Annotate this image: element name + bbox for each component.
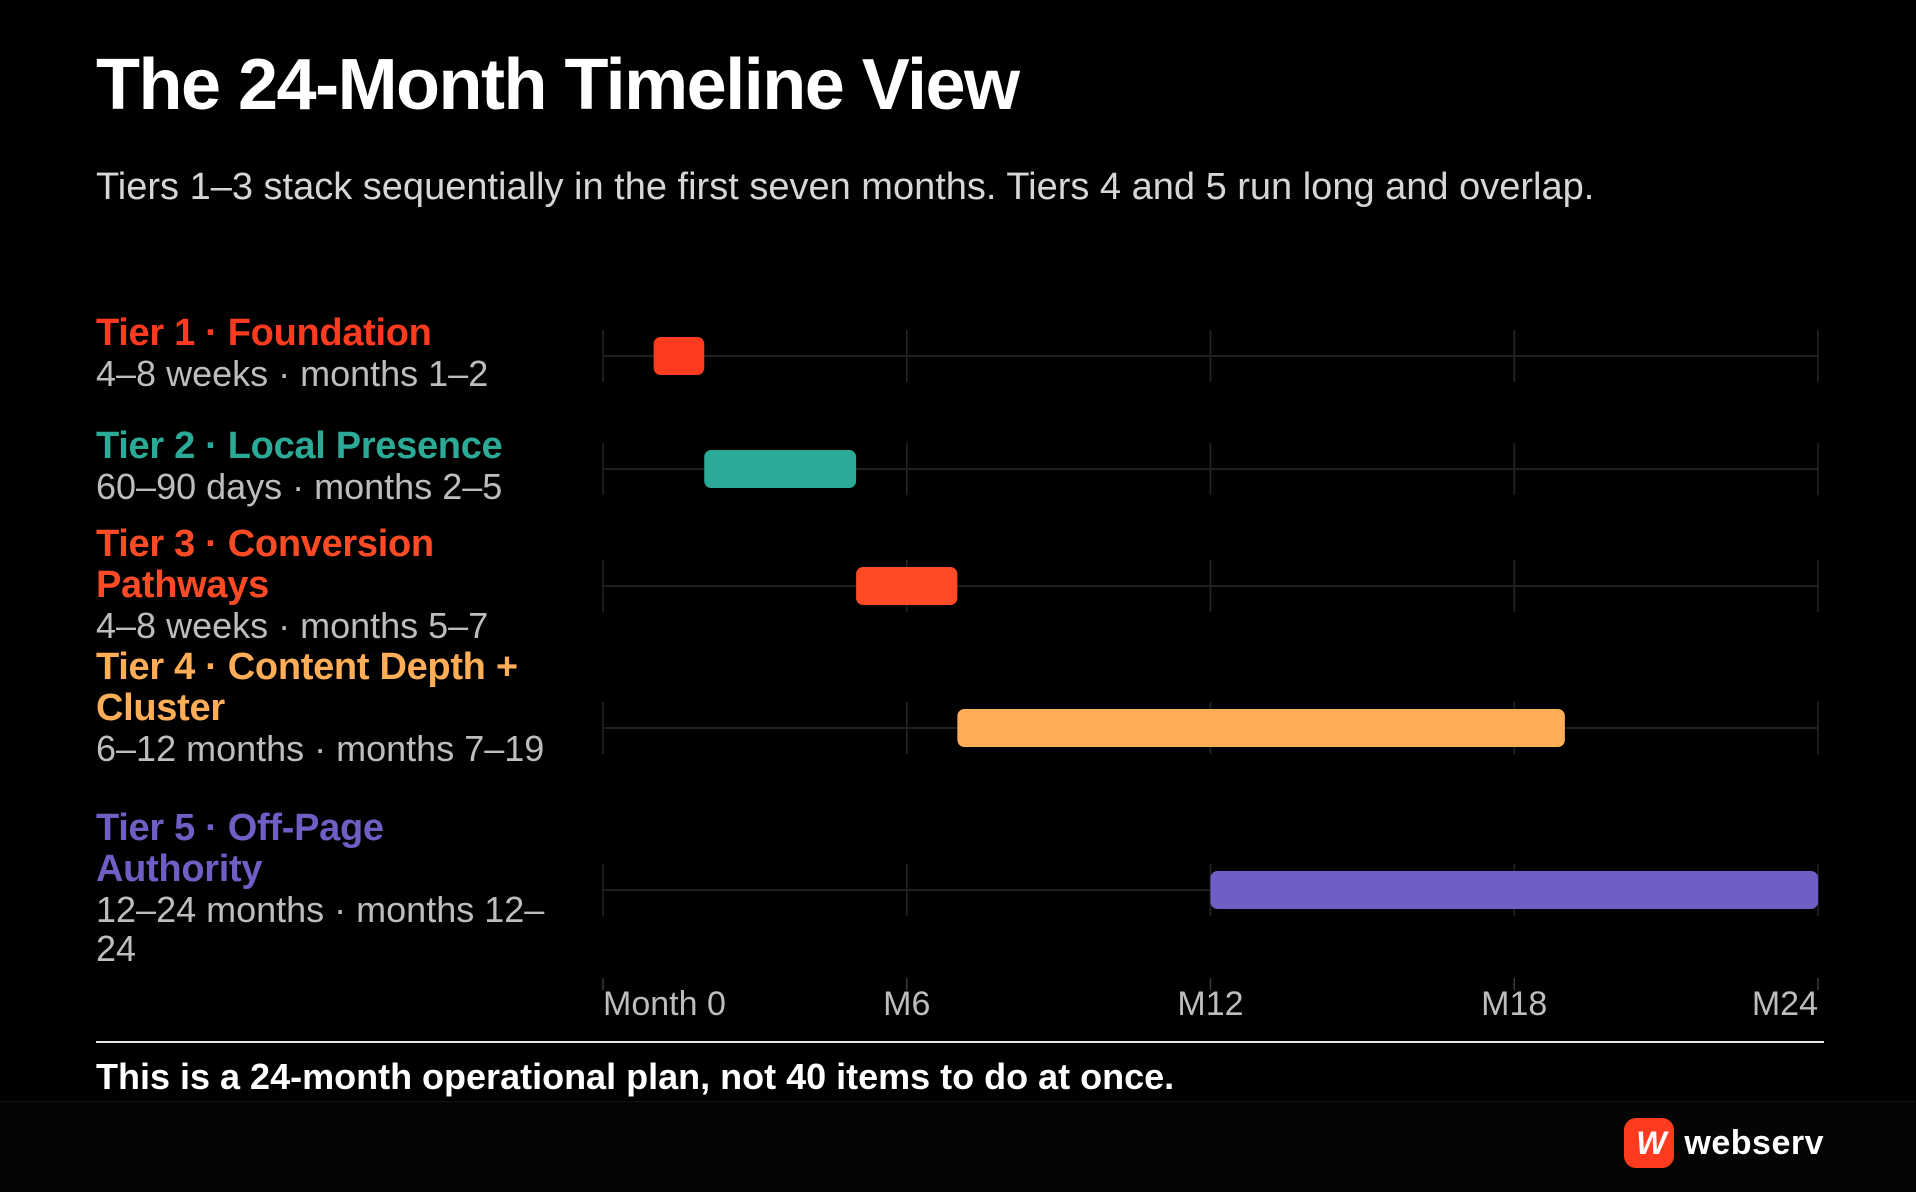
webserv-logo-icon: W [1624,1118,1675,1168]
tier-2-bar [704,450,857,488]
tier-3-label: Tier 3 · Conversion Pathways 4–8 weeks ·… [96,523,546,646]
tier-4-desc: 6–12 months · months 7–19 [96,728,545,769]
footnote: This is a 24-month operational plan, not… [96,1056,1175,1097]
tier-5-label: Tier 5 · Off-Page Authority 12–24 months… [96,807,546,969]
tier-1-name: Tier 1 · Foundation [96,312,432,354]
tier-4-name: Tier 4 · Content Depth + Cluster [96,646,518,729]
divider [96,1041,1824,1043]
tier-4-bar [957,709,1565,747]
footer-bar [0,1101,1916,1192]
tier-3-name: Tier 3 · Conversion Pathways [96,523,434,606]
tier-5-name: Tier 5 · Off-Page Authority [96,807,384,890]
x-tick-label: M6 [883,985,930,1023]
tier-2-name: Tier 2 · Local Presence [96,425,503,467]
tier-2-label: Tier 2 · Local Presence 60–90 days · mon… [96,425,546,507]
tier-5-bar [1210,871,1818,909]
tier-1-desc: 4–8 weeks · months 1–2 [96,353,489,394]
x-tick-label: M18 [1481,985,1547,1023]
page-subtitle: Tiers 1–3 stack sequentially in the firs… [96,166,1595,208]
timeline-chart: Month 0 M6 M12 M18 M24 [602,330,1819,1023]
tier-4-label: Tier 4 · Content Depth + Cluster 6–12 mo… [96,646,546,769]
x-tick-label: Month 0 [603,985,726,1023]
tier-1-label: Tier 1 · Foundation 4–8 weeks · months 1… [96,312,546,394]
page-title: The 24-Month Timeline View [96,45,1020,125]
tier-1-bar [653,337,705,375]
tier-3-bar [856,567,958,605]
tier-2-desc: 60–90 days · months 2–5 [96,466,503,507]
x-tick-label: M12 [1177,985,1243,1023]
brand-logo[interactable]: W webserv [1624,1118,1824,1168]
x-tick-label: M24 [1752,985,1818,1023]
brand-name: webserv [1684,1123,1824,1162]
tier-5-desc: 12–24 months · months 12–24 [96,889,545,969]
tier-3-desc: 4–8 weeks · months 5–7 [96,605,489,646]
